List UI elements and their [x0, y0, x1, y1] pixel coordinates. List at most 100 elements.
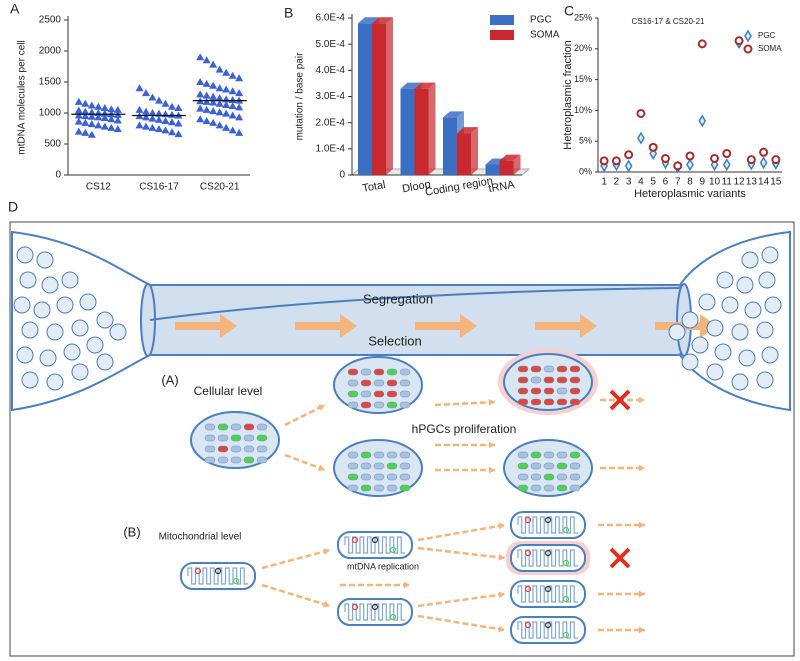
point [235, 113, 244, 121]
mtdna [544, 621, 552, 629]
bar-side [471, 127, 478, 175]
x-tick-label: 6 [663, 177, 669, 188]
point [722, 149, 732, 159]
point [771, 155, 781, 165]
point [215, 84, 224, 92]
organelle [256, 445, 268, 453]
y-axis-label: Heteroplasmic fraction [562, 40, 574, 149]
organelle [347, 484, 359, 492]
point [161, 99, 170, 107]
y-tick-label: 1000 [39, 108, 62, 119]
cell-dot [61, 271, 79, 289]
dashed-arrow [417, 546, 506, 560]
y-tick-label: 0 [55, 170, 61, 181]
point [734, 36, 744, 46]
arrow-head [638, 521, 645, 529]
organelle [530, 462, 542, 470]
x-tick-label: Total [361, 179, 386, 195]
point [94, 121, 103, 129]
point [142, 113, 150, 121]
point [222, 85, 231, 93]
point [81, 99, 90, 107]
mtdna [524, 549, 532, 557]
bar [443, 117, 457, 175]
organelle [243, 434, 255, 442]
cell-dot [86, 336, 104, 354]
point [161, 110, 170, 118]
segregation-curve [149, 287, 681, 321]
diagram-text: mtDNA replication [347, 561, 419, 571]
point [215, 108, 224, 116]
legend-label: SOMA [758, 44, 782, 53]
arrow-head [488, 441, 495, 449]
organelle [556, 451, 568, 459]
y-axis-label: mutation / base pair [295, 52, 306, 140]
bar-side [386, 17, 393, 175]
point [196, 78, 205, 85]
point [235, 103, 244, 111]
point [759, 147, 769, 157]
point [722, 158, 731, 172]
organelle [360, 379, 372, 387]
axis [597, 18, 782, 173]
organelle [543, 365, 555, 373]
point [196, 104, 205, 112]
mtdna [544, 549, 552, 557]
legend-swatch [490, 15, 514, 25]
point [74, 117, 83, 125]
x-tick-label: 2 [614, 177, 620, 188]
point [100, 113, 109, 121]
point [168, 118, 176, 126]
x-tick-label: 5 [650, 177, 656, 188]
mtdna [562, 526, 570, 534]
cell-dot [33, 301, 51, 319]
cell-dot [71, 363, 89, 381]
diagram-text: (A) [161, 372, 178, 387]
mtdna [389, 546, 397, 554]
bar [499, 160, 514, 175]
point [174, 130, 183, 138]
point [222, 68, 231, 76]
point [209, 98, 218, 106]
diagram-text: Selection [368, 333, 421, 348]
organelle [373, 379, 385, 387]
point [155, 115, 163, 123]
organelle [243, 445, 255, 453]
cell-dot [96, 311, 114, 329]
organelle [530, 365, 542, 373]
organelle [243, 423, 255, 431]
point [235, 128, 244, 136]
organelle [204, 456, 216, 464]
point [168, 102, 176, 110]
reject-mark [609, 547, 631, 569]
bar-side [428, 82, 436, 175]
organelle [386, 484, 398, 492]
point [228, 102, 237, 110]
chart-title: CS16-17 & CS20-21 [632, 17, 705, 26]
point [74, 97, 83, 105]
organelle [230, 434, 242, 442]
organelle [347, 368, 359, 376]
point [202, 79, 211, 87]
organelle [543, 451, 555, 459]
organelle [360, 390, 372, 398]
cell-dot [761, 246, 779, 264]
panel-label: D [8, 199, 18, 215]
point [209, 81, 218, 89]
mtdna [351, 603, 359, 611]
point [202, 97, 211, 105]
cell-dot [39, 349, 57, 367]
axis [67, 16, 250, 176]
cell-dot [744, 301, 762, 319]
arrow-head [498, 553, 505, 561]
arrow-head [638, 396, 645, 404]
organelle [543, 473, 555, 481]
organelle [569, 365, 581, 373]
organelle [386, 473, 398, 481]
organelle [373, 462, 385, 470]
cell-dot [63, 343, 81, 361]
diagram-text: Cellular level [194, 384, 263, 398]
organelle [256, 456, 268, 464]
x-tick-label: 7 [675, 177, 681, 188]
